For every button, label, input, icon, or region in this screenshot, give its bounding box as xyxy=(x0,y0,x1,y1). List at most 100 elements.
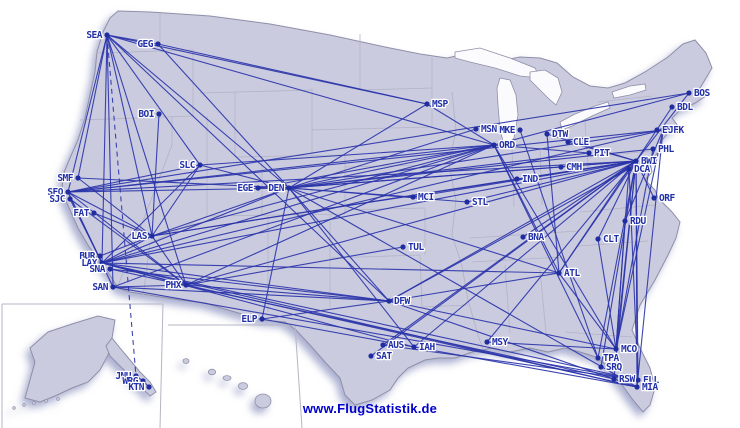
airport-dot-MSY xyxy=(484,339,490,345)
route-BUR-LAS xyxy=(99,235,153,257)
state-border-line xyxy=(584,121,589,168)
airport-label-SAT: SAT xyxy=(376,351,392,362)
route-SEA-JNU xyxy=(106,34,137,377)
route-LAX-DFW xyxy=(101,262,390,302)
route-ATL-MCO xyxy=(558,272,617,350)
airport-label-SEA: SEA xyxy=(86,30,102,41)
route-IAH-MIA xyxy=(413,346,638,388)
route-ORD-TPA xyxy=(493,144,599,359)
state-border-line xyxy=(564,331,633,338)
airport-label-SMF: SMF xyxy=(57,173,73,184)
route-MSP-ORD xyxy=(426,103,495,146)
route-LAS-DEN xyxy=(151,187,290,237)
route-BNA-BWI xyxy=(522,160,637,238)
airport-dot-ORD xyxy=(491,142,497,148)
route-DFW-ATL xyxy=(388,272,560,302)
route-SLC-ORD xyxy=(199,144,495,166)
airport-dot-PIT xyxy=(586,150,592,156)
route-DEN-JFK xyxy=(288,129,664,189)
route-DFW-MCO xyxy=(388,300,617,350)
route-LAX-DEN xyxy=(101,187,290,264)
airport-dot-FLL xyxy=(635,377,641,383)
route-SAN-PHX xyxy=(112,284,187,288)
airport-dot-BOS xyxy=(686,90,692,96)
airport-label-TUL: TUL xyxy=(408,242,424,253)
route-LAX-SLC xyxy=(101,164,201,264)
route-DFW-MIA xyxy=(388,300,638,388)
airport-label-PIT: PIT xyxy=(594,148,610,159)
route-BWI-RSW xyxy=(613,160,637,380)
airport-label-ELP: ELP xyxy=(241,314,257,325)
airport-dot-SRQ xyxy=(598,364,604,370)
route-DEN-PHL xyxy=(288,148,654,189)
airport-label-JNU: JNU xyxy=(115,371,131,382)
airport-label-RSW: RSW xyxy=(619,374,635,385)
route-DEN-MIA xyxy=(288,187,638,388)
airport-label-SLC: SLC xyxy=(179,160,195,171)
airport-dot-IND xyxy=(514,176,520,182)
airport-dot-EGE xyxy=(255,185,261,191)
mississippi-river xyxy=(448,91,485,353)
airport-dot-WRG xyxy=(140,378,146,384)
airport-label-BOI: BOI xyxy=(138,109,154,120)
route-STL-BWI xyxy=(466,160,637,203)
route-ELP-DEN xyxy=(261,187,290,320)
airport-label-AUS: AUS xyxy=(388,340,404,351)
airport-dot-ATL xyxy=(556,270,562,276)
state-border-line xyxy=(589,150,651,158)
route-DEN-ATL xyxy=(288,187,560,274)
route-SJC-LAX xyxy=(69,198,103,264)
airport-label-IAH: IAH xyxy=(419,342,435,353)
route-MSY-BWI xyxy=(486,160,637,343)
route-SFO-JFK xyxy=(67,129,664,193)
hawaii-island xyxy=(237,382,248,390)
airport-dot-MSN xyxy=(473,126,479,132)
aleutian-island xyxy=(32,401,36,405)
airport-label-SJC: SJC xyxy=(49,194,65,205)
airport-label-CMH: CMH xyxy=(566,162,582,173)
airport-dots-group xyxy=(65,32,692,390)
airport-dot-SJC xyxy=(67,196,73,202)
airport-dot-SEA xyxy=(104,32,110,38)
airport-dot-TPA xyxy=(595,355,601,361)
route-PHX-BWI xyxy=(185,160,637,286)
airport-dot-BUR xyxy=(97,253,103,259)
route-BOS-BWI xyxy=(635,92,690,162)
airport-label-BDL: BDL xyxy=(677,102,693,113)
route-RDU-MCO xyxy=(615,220,626,350)
airport-dot-MCO xyxy=(613,346,619,352)
route-SAN-ORD xyxy=(112,144,495,288)
route-JFK-MCO xyxy=(615,129,664,350)
route-SNA-DFW xyxy=(109,268,390,302)
airport-label-PHX: PHX xyxy=(165,280,181,291)
route-SAT-BWI xyxy=(370,160,637,357)
airport-label-BWI: BWI xyxy=(641,156,657,167)
route-CLE-BWI xyxy=(567,141,637,162)
route-SMF-DEN xyxy=(77,177,290,189)
route-MCI-BWI xyxy=(412,160,637,198)
route-DEN-CMH xyxy=(288,166,562,189)
state-border-line xyxy=(469,230,579,239)
watermark-link[interactable]: www.FlugStatistik.de xyxy=(302,401,438,416)
airport-dot-SFO xyxy=(65,189,71,195)
route-DEN-ORD xyxy=(288,144,495,189)
state-border-line xyxy=(597,95,653,103)
airport-dot-JFK xyxy=(660,127,666,133)
airport-dot-TUL xyxy=(400,244,406,250)
airport-label-DEN: DEN xyxy=(268,183,284,194)
route-LAS-LAX xyxy=(101,235,153,264)
routes-group xyxy=(67,34,690,388)
state-border-line xyxy=(79,115,194,121)
route-LAX-JFK xyxy=(101,129,664,264)
airport-dot-CMH xyxy=(558,164,564,170)
airport-label-ORD: ORD xyxy=(499,140,515,151)
airport-dot-BDL xyxy=(669,104,675,110)
route-ORD-BOS xyxy=(493,92,690,146)
route-DEN-IAH xyxy=(288,187,415,348)
airport-dot-CLT xyxy=(595,236,601,242)
alaska-shape xyxy=(24,315,116,403)
state-border-line xyxy=(539,269,547,334)
route-SFO-SLC xyxy=(67,164,201,193)
route-IAH-BWI xyxy=(413,160,637,348)
